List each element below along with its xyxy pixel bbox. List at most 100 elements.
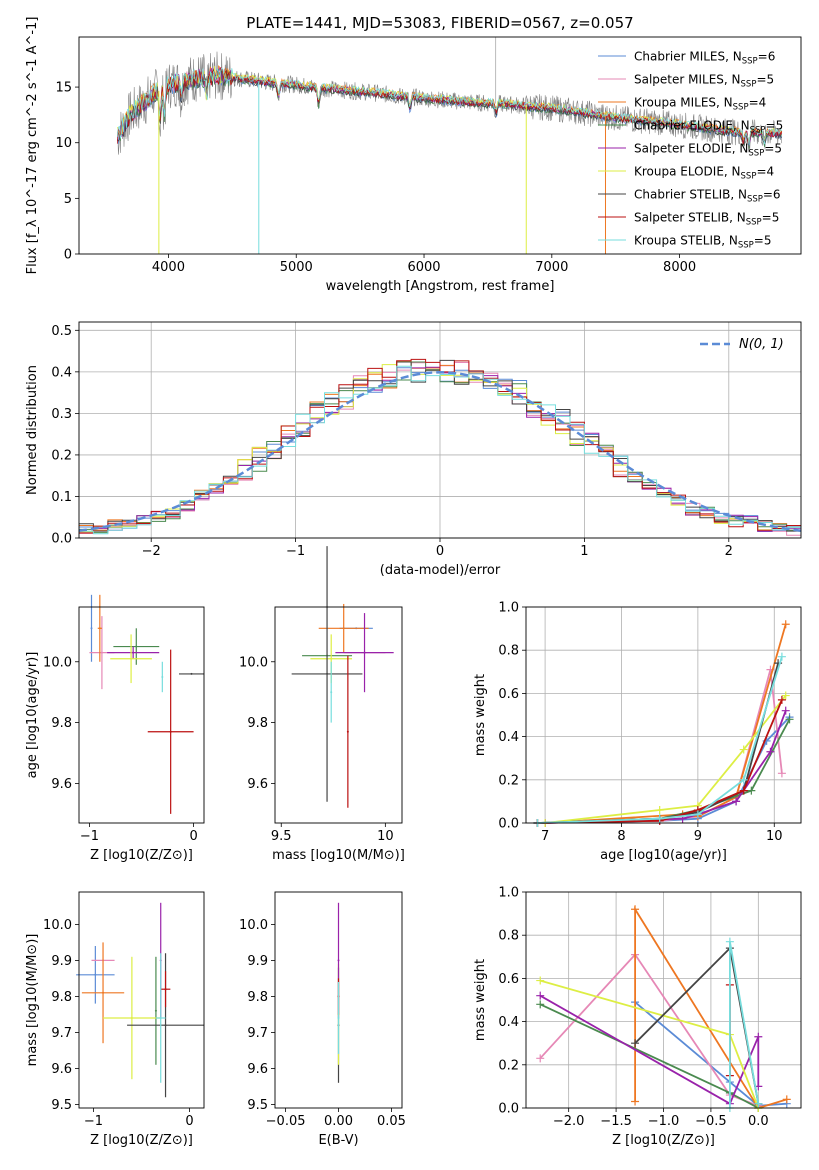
y-tick-label: 0.4 — [51, 365, 72, 380]
x-tick-label: −1 — [80, 829, 99, 844]
legend-label: Salpeter STELIB, NSSP=5 — [634, 211, 779, 228]
x-tick-label: 10 — [377, 829, 394, 844]
x-tick-label: 9.5 — [271, 829, 292, 844]
y-tick-label: 10.0 — [239, 918, 268, 933]
y-tick-label: 0.2 — [51, 448, 72, 463]
x-tick-label: 0 — [189, 829, 197, 844]
weight-marker — [693, 810, 702, 819]
y-axis-label: mass weight — [473, 959, 488, 1041]
y-tick-label: 9.7 — [51, 1026, 72, 1041]
weight-marker — [631, 1097, 640, 1106]
legend-subscript: SSP — [741, 80, 757, 90]
weight-line — [634, 906, 788, 1110]
data-point — [337, 959, 340, 962]
x-axis-label: E(B-V) — [318, 1133, 358, 1148]
data-point — [130, 657, 133, 660]
legend-label: Chabrier MILES, NSSP=6 — [634, 50, 775, 67]
data-point — [90, 627, 93, 630]
legend-value: =5 — [762, 211, 780, 225]
spectrum-lines — [116, 37, 783, 254]
data-point — [102, 991, 105, 994]
x-tick-label: 0.05 — [377, 1114, 406, 1129]
model-spectrum — [117, 69, 783, 146]
axes-frame — [78, 36, 802, 255]
x-axis-label: Z [log10(Z/Z⊙)] — [612, 1133, 715, 1148]
mass-vs-metallicity-panel: −1 0 9.5 9.6 9.7 9.8 9.9 10.0 Z [log10(Z/Z⊙)] mas… — [25, 891, 205, 1148]
data-point — [154, 1009, 157, 1012]
residual-histogram — [79, 365, 801, 538]
weight-marker — [739, 745, 748, 754]
axes-frame — [274, 891, 403, 1109]
y-tick-label: 9.6 — [51, 777, 72, 792]
weight-line — [634, 1001, 787, 1107]
weight-marker — [766, 747, 775, 756]
x-tick-label: 7000 — [535, 260, 568, 275]
legend-value: =6 — [758, 50, 776, 64]
axes-frame — [525, 606, 802, 824]
weight-marker — [655, 814, 664, 823]
legend-value: =5 — [756, 73, 774, 87]
y-tick-label: 9.8 — [247, 990, 268, 1005]
spectrum-legend: Chabrier MILES, NSSP=6 Salpeter MILES, NS… — [598, 50, 783, 251]
legend-value: =4 — [756, 165, 774, 179]
y-tick-label: 9.6 — [247, 777, 268, 792]
y-tick-label: 9.8 — [51, 716, 72, 731]
data-point — [100, 651, 103, 654]
weight-line — [729, 941, 760, 1108]
y-tick-label: 0.6 — [498, 972, 519, 987]
y-tick-label: 0.4 — [498, 1015, 519, 1030]
y-tick-label: 5 — [64, 192, 72, 207]
data-point — [164, 1024, 167, 1027]
weight-marker — [781, 691, 790, 700]
y-tick-label: 9.6 — [51, 1062, 72, 1077]
legend-label: Chabrier ELODIE, NSSP=5 — [634, 119, 783, 136]
weight-marker — [785, 715, 794, 724]
residuals-panel: −2 −1 0 1 2 0.0 0.1 0.2 0.3 0.4 0.5 (data-model)/er… — [25, 321, 802, 578]
figure-title: PLATE=1441, MJD=53083, FIBERID=0567, z=0… — [246, 14, 633, 32]
y-tick-label: 0.8 — [498, 644, 519, 659]
legend-label: Salpeter ELODIE, NSSP=5 — [634, 142, 782, 159]
weight-marker — [536, 976, 545, 985]
data-point — [326, 672, 329, 675]
x-tick-label: 9 — [694, 829, 702, 844]
x-tick-label: 10 — [766, 829, 783, 844]
y-tick-label: 9.8 — [51, 990, 72, 1005]
mass-weight-vs-metallicity-panel: −2.0 −1.5 −1.0 −0.5 0.0 0.0 0.2 0.4 0.6 0.8 1.0 Z [… — [473, 886, 802, 1148]
x-tick-label: 5000 — [280, 260, 313, 275]
axes-frame — [78, 891, 205, 1109]
legend-label: N(0, 1) — [739, 337, 784, 352]
x-tick-label: −1 — [286, 544, 305, 559]
weight-marker — [754, 1032, 763, 1041]
y-tick-label: 0.2 — [498, 773, 519, 788]
data-point — [98, 627, 101, 630]
x-axis-label: wavelength [Angstrom, rest frame] — [326, 279, 555, 294]
legend-label: Kroupa STELIB, NSSP=5 — [634, 234, 772, 251]
y-tick-label: 10.0 — [43, 918, 72, 933]
weight-marker — [777, 695, 786, 704]
y-tick-label: 0.0 — [498, 1102, 519, 1117]
data-point — [135, 645, 138, 648]
weight-marker — [777, 652, 786, 661]
x-axis-label: Z [log10(Z/Z⊙)] — [90, 848, 193, 863]
y-tick-label: 0.4 — [498, 730, 519, 745]
x-tick-label: −2 — [142, 544, 161, 559]
weight-marker — [739, 775, 748, 784]
y-tick-label: 9.5 — [51, 1098, 72, 1113]
x-tick-label: 0 — [436, 544, 444, 559]
x-tick-label: −0.5 — [695, 1114, 727, 1129]
age-vs-mass-panel: 9.5 10 9.6 9.8 10.0 mass [log10(M/M⊙)] — [239, 546, 405, 863]
gaussian-curve — [79, 371, 801, 532]
axes-frame — [78, 606, 205, 824]
y-axis-label: Normed distribution — [25, 365, 40, 495]
x-axis-label: mass [log10(M/M⊙)] — [272, 848, 405, 863]
axes-frame — [274, 606, 403, 824]
data-point — [94, 973, 97, 976]
legend-value: =5 — [766, 119, 784, 133]
weight-line — [545, 624, 787, 824]
x-tick-label: −1 — [84, 1114, 103, 1129]
weight-marker — [655, 806, 664, 815]
x-tick-label: 1 — [580, 544, 588, 559]
y-tick-label: 9.6 — [247, 1062, 268, 1077]
legend-label: Kroupa MILES, NSSP=4 — [634, 96, 766, 113]
weight-marker — [631, 1039, 640, 1048]
